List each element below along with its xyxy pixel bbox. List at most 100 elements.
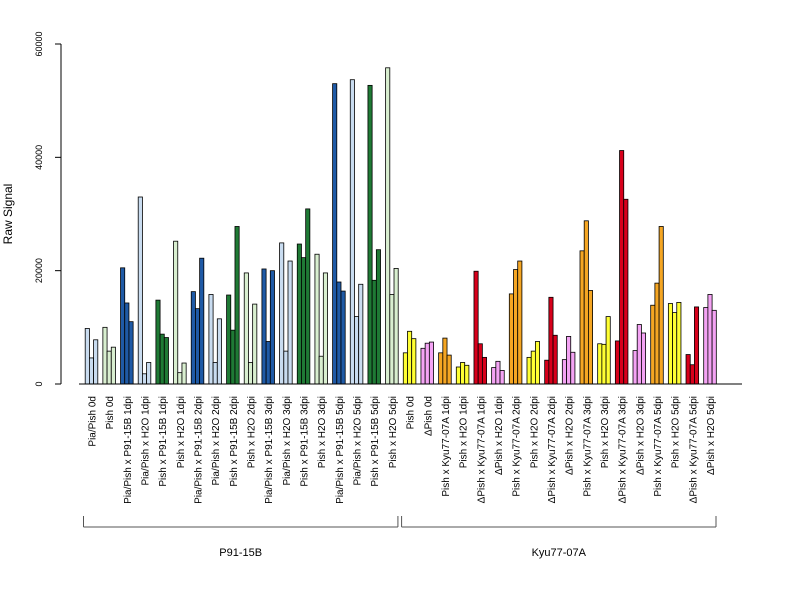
bar — [446, 354, 452, 385]
bar — [318, 355, 324, 385]
bar — [495, 360, 501, 385]
bar — [517, 260, 523, 385]
bar — [703, 307, 709, 385]
bar — [623, 198, 629, 385]
x-tick-label: Pia/Pish 0d — [88, 396, 99, 447]
bar — [402, 352, 408, 385]
bar — [358, 283, 364, 385]
x-tick-label: ΔPish x H2O 3dpi — [635, 396, 646, 475]
bar-series — [84, 67, 717, 385]
bar — [142, 373, 148, 385]
bar — [570, 351, 576, 385]
bar — [526, 356, 532, 385]
bar — [322, 272, 328, 385]
bar — [243, 272, 249, 385]
x-tick-label: ΔPish x Kyu77-07A 2dpi — [547, 396, 558, 503]
bar — [588, 290, 594, 385]
x-tick-label: Pish x H2O 3dpi — [600, 396, 611, 468]
y-tick-label: 20000 — [34, 258, 44, 283]
x-tick-label: ΔPish 0d — [423, 396, 434, 436]
bar — [455, 366, 461, 385]
group-label: P91-15B — [219, 547, 262, 559]
x-tick-label: Pish x H2O 2dpi — [529, 396, 540, 468]
x-tick-label: Pish x H2O 1dpi — [176, 396, 187, 468]
bar — [367, 84, 373, 385]
x-tick-label: Pish x H2O 3dpi — [317, 396, 328, 468]
bar — [694, 306, 700, 385]
x-tick-label: Pish 0d — [105, 396, 116, 429]
bar — [601, 343, 607, 385]
bar — [261, 268, 267, 385]
bar — [508, 293, 514, 385]
bar — [340, 290, 346, 385]
x-tick-label: Pish x P91-15B 5dpi — [370, 396, 381, 487]
x-tick-label: Pish x H2O 5dpi — [388, 396, 399, 468]
x-tick-label: Pia/Pish x P91-15B 2dpi — [194, 396, 205, 504]
bar — [689, 364, 695, 385]
bar — [534, 341, 540, 385]
x-tick-label: Pish x H2O 1dpi — [459, 396, 470, 468]
bar — [230, 329, 236, 385]
bar — [102, 326, 108, 385]
bar — [349, 79, 355, 385]
x-tick-label: Pish x Kyu77-07A 2dpi — [512, 396, 523, 497]
y-axis: 0 20000 40000 60000 — [34, 31, 62, 387]
bar — [314, 253, 320, 385]
bar — [407, 330, 413, 385]
x-tick-label: Pia/Pish x H2O 3dpi — [282, 396, 293, 486]
x-tick-label: Pia/Pish x P91-15B 3dpi — [264, 396, 275, 504]
bar — [676, 301, 682, 385]
bar — [544, 359, 550, 385]
bar — [208, 294, 214, 385]
x-tick-label: Pish 0d — [406, 396, 417, 429]
bar — [287, 260, 293, 385]
x-tick-label: Pia/Pish x H2O 5dpi — [353, 396, 364, 486]
bar — [354, 316, 360, 385]
x-tick-label: ΔPish x Kyu77-07A 1dpi — [476, 396, 487, 503]
bar — [597, 343, 603, 385]
bar — [685, 354, 691, 385]
bar — [460, 362, 466, 385]
x-tick-label: ΔPish x H2O 2dpi — [565, 396, 576, 475]
bar — [279, 242, 285, 385]
bar — [252, 303, 258, 385]
bar — [269, 270, 275, 385]
bar — [477, 343, 483, 385]
x-tick-label: ΔPish x Kyu77-07A 3dpi — [618, 396, 629, 503]
bar — [296, 243, 302, 385]
bar — [283, 350, 289, 385]
bar — [190, 291, 196, 385]
bar — [641, 332, 647, 385]
x-tick-label: Pia/Pish x H2O 1dpi — [141, 396, 152, 486]
bar — [411, 338, 417, 385]
x-tick-label: Pish x Kyu77-07A 1dpi — [441, 396, 452, 497]
bar — [216, 318, 222, 385]
x-tick-labels: Pia/Pish 0d Pish 0d Pia/Pish x P91-15B 1dp… — [88, 396, 718, 504]
bar — [89, 357, 95, 385]
bar — [173, 240, 179, 385]
bar — [265, 341, 271, 385]
bar — [93, 339, 99, 385]
bar — [438, 352, 444, 385]
bar — [305, 208, 311, 385]
bar — [473, 270, 479, 385]
bar — [195, 308, 201, 385]
bar — [619, 150, 625, 385]
x-tick-label: Pish x Kyu77-07A 3dpi — [582, 396, 593, 497]
bar — [561, 359, 567, 385]
bar — [371, 279, 377, 385]
bar — [375, 249, 381, 385]
x-tick-label: Pia/Pish x P91-15B 1dpi — [123, 396, 134, 504]
bar — [120, 267, 126, 385]
bar — [566, 335, 572, 385]
bar — [181, 362, 187, 385]
x-tick-label: Pish x P91-15B 3dpi — [300, 396, 311, 487]
bar — [658, 226, 664, 385]
bar — [106, 350, 112, 385]
x-tick-label: Pish x Kyu77-07A 5dpi — [653, 396, 664, 497]
y-axis-label: Raw Signal — [1, 184, 15, 245]
bar — [481, 356, 487, 385]
bar — [110, 346, 116, 385]
bar — [711, 309, 717, 385]
